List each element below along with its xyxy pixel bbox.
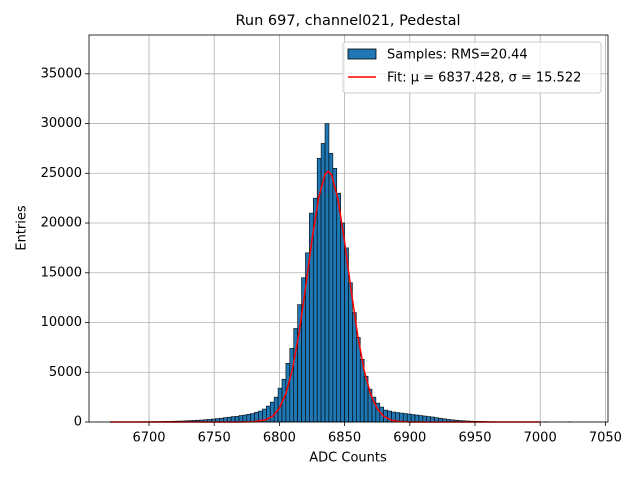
histogram-bar [336, 192, 341, 423]
x-tick-label: 6750 [198, 431, 231, 446]
plot-area [109, 123, 572, 423]
histogram-bar [328, 153, 334, 423]
y-tick-label: 30000 [41, 116, 82, 131]
histogram-bar [344, 247, 349, 423]
x-axis-label: ADC Counts [309, 451, 387, 466]
y-axis-label: Entries [15, 205, 30, 251]
legend-patch [347, 48, 377, 60]
x-tick-label: 6700 [132, 431, 165, 446]
histogram-bar [414, 414, 420, 423]
histogram-bar [289, 348, 295, 423]
histogram-bar [406, 413, 412, 423]
histogram-bar [250, 413, 255, 423]
histogram-bar [324, 123, 330, 423]
histogram-bar [332, 168, 338, 423]
histogram-bar [422, 415, 428, 423]
y-tick-label: 35000 [41, 66, 82, 81]
y-tick-label: 25000 [41, 166, 82, 181]
axes-frame [88, 34, 609, 423]
x-tick-label: 7000 [524, 431, 557, 446]
histogram-bar [348, 282, 353, 423]
y-tick-label: 10000 [41, 315, 82, 330]
x-tick-label: 6850 [328, 431, 361, 446]
histogram-bar [246, 413, 251, 423]
histogram-bar [234, 416, 240, 423]
chart-title: Run 697, channel021, Pedestal [235, 13, 460, 29]
histogram-bar [269, 401, 275, 423]
fit-line [109, 170, 541, 423]
histogram-bar [340, 222, 345, 423]
histogram-bar [230, 416, 236, 423]
histogram-bar [426, 416, 431, 423]
histogram-bar [410, 414, 416, 423]
histogram-bar [238, 415, 244, 423]
histogram-bar [352, 312, 357, 423]
y-tick-label: 0 [74, 415, 82, 430]
ticks: 6700 6750 6800 6850 6900 6950 7000 7050 0 5000 100… [41, 66, 622, 445]
x-tick-label: 6950 [458, 431, 491, 446]
legend-label: Samples: RMS=20.44 [387, 48, 528, 63]
x-tick-label: 6900 [393, 431, 426, 446]
legend: Samples: RMS=20.44 Fit: μ = 6837.428, σ =… [342, 41, 602, 94]
y-tick-label: 5000 [49, 365, 82, 380]
legend-label: Fit: μ = 6837.428, σ = 15.522 [387, 71, 581, 86]
x-tick-label: 6800 [263, 431, 296, 446]
y-tick-label: 15000 [41, 265, 82, 280]
y-tick-label: 20000 [41, 216, 82, 231]
legend-box [342, 41, 602, 94]
histogram-bar [242, 414, 248, 423]
x-tick-label: 7050 [589, 431, 622, 446]
histogram-bar [418, 415, 424, 423]
histogram-bar [402, 413, 408, 423]
